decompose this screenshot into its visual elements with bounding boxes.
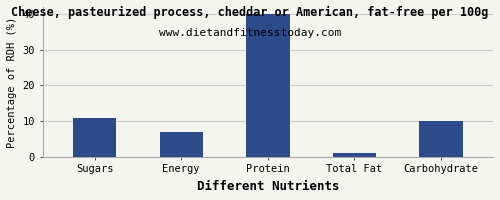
Text: Cheese, pasteurized process, cheddar or American, fat-free per 100g: Cheese, pasteurized process, cheddar or … bbox=[12, 6, 488, 19]
Y-axis label: Percentage of RDH (%): Percentage of RDH (%) bbox=[7, 16, 17, 148]
Text: www.dietandfitnesstoday.com: www.dietandfitnesstoday.com bbox=[159, 28, 341, 38]
X-axis label: Different Nutrients: Different Nutrients bbox=[196, 180, 339, 193]
Bar bbox=[246, 14, 290, 157]
Bar bbox=[420, 121, 463, 157]
Bar bbox=[333, 153, 376, 157]
Bar bbox=[73, 118, 117, 157]
Bar bbox=[160, 132, 203, 157]
